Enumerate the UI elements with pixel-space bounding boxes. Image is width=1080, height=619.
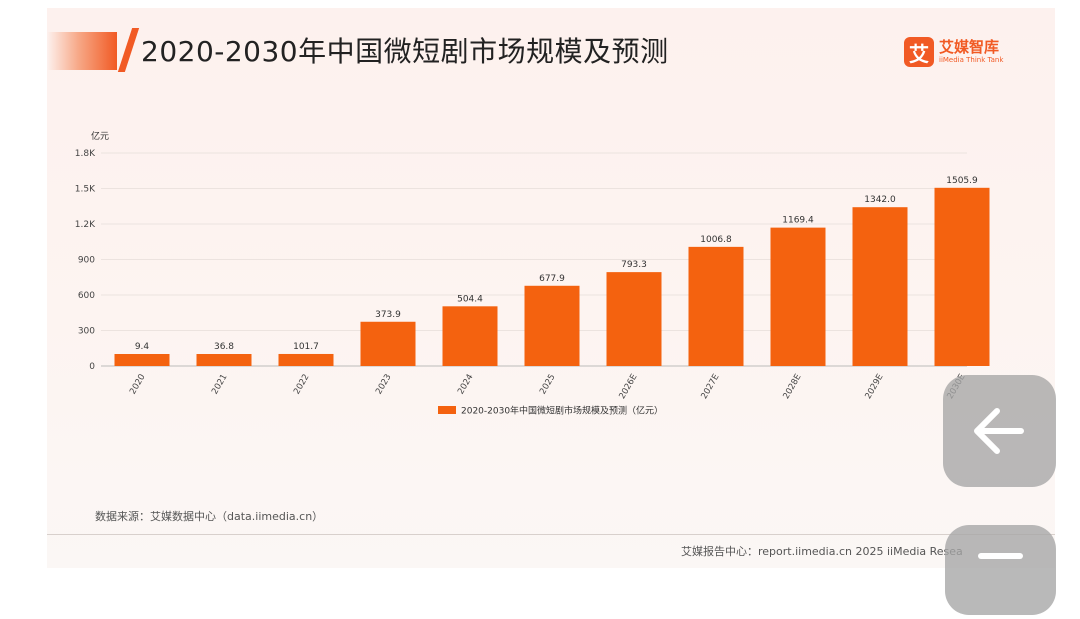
minus-icon <box>978 553 1023 559</box>
bar <box>442 306 498 366</box>
bar <box>278 353 334 366</box>
floating-action-button[interactable] <box>945 525 1056 615</box>
bar-value-label: 1169.4 <box>782 216 814 226</box>
bar <box>852 207 908 366</box>
bar-value-label: 373.9 <box>375 310 401 320</box>
report-center-credit: 艾媒报告中心：report.iimedia.cn 2025 iiMedia Re… <box>681 545 963 558</box>
title-accent-bar <box>47 32 117 70</box>
logo-mark: 艾 <box>904 37 934 67</box>
y-tick-label: 1.5K <box>75 185 96 195</box>
report-slide: 2020-2030年中国微短剧市场规模及预测 艾 艾媒智库 iiMedia Th… <box>47 8 1055 568</box>
legend-label: 2020-2030年中国微短剧市场规模及预测（亿元） <box>461 405 663 417</box>
logo-name-cn: 艾媒智库 <box>939 38 1000 56</box>
page-title: 2020-2030年中国微短剧市场规模及预测 <box>141 35 669 68</box>
bar <box>524 285 580 366</box>
chart-legend: 2020-2030年中国微短剧市场规模及预测（亿元） <box>438 405 663 417</box>
bar <box>360 321 416 366</box>
arrow-left-icon <box>974 408 1024 454</box>
bar <box>934 187 990 366</box>
y-tick-label: 1.2K <box>75 220 96 230</box>
bar-value-label: 1505.9 <box>946 176 978 186</box>
x-tick-label: 2028E <box>781 373 803 401</box>
bars: 9.4 36.8 101.7 373.9 504.4 677.9 793.3 1006.8 11… <box>114 176 990 366</box>
bar-value-label: 677.9 <box>539 274 565 284</box>
bar-value-label: 101.7 <box>293 342 319 352</box>
x-tick-label: 2025 <box>538 373 557 397</box>
bar-value-label: 1342.0 <box>864 195 896 205</box>
x-tick-label: 2024 <box>456 373 475 397</box>
back-button[interactable] <box>943 375 1056 487</box>
x-tick-label: 2021 <box>210 373 229 397</box>
y-tick-label: 1.8K <box>75 149 96 159</box>
y-tick-label: 300 <box>78 327 95 337</box>
y-tick-label: 600 <box>78 291 95 301</box>
bar <box>688 246 744 366</box>
data-source-note: 数据来源：艾媒数据中心（data.iimedia.cn） <box>95 510 324 523</box>
y-tick-label: 0 <box>89 362 95 372</box>
x-tick-label: 2022 <box>292 373 311 397</box>
iimedia-logo: 艾 艾媒智库 iiMedia Think Tank <box>904 36 1003 68</box>
y-axis-ticks: 0 300 600 900 1.2K 1.5K 1.8K <box>75 149 96 372</box>
y-tick-label: 900 <box>78 256 95 266</box>
y-axis-unit-label: 亿元 <box>91 130 109 142</box>
bar-value-label: 9.4 <box>135 342 150 352</box>
bar <box>196 354 252 366</box>
bar <box>114 354 170 366</box>
bar-value-label: 1006.8 <box>700 235 732 245</box>
x-tick-label: 2029E <box>863 373 885 401</box>
x-tick-label: 2020 <box>128 373 147 397</box>
bar <box>770 227 826 366</box>
bar-chart: 亿元 0 300 600 900 1.2K 1.5K 1.8K 9.4 36.8 101.7 37… <box>75 130 990 417</box>
bar-value-label: 504.4 <box>457 294 483 304</box>
x-tick-label: 2023 <box>374 373 393 397</box>
bar <box>606 272 662 366</box>
x-tick-label: 2026E <box>617 373 639 401</box>
footer-divider <box>47 534 1055 535</box>
bar-value-label: 36.8 <box>214 342 234 352</box>
legend-swatch <box>438 406 456 414</box>
x-tick-label: 2027E <box>699 373 721 401</box>
bar-value-label: 793.3 <box>621 260 647 270</box>
logo-text: 艾媒智库 iiMedia Think Tank <box>939 39 1003 65</box>
logo-name-en: iiMedia Think Tank <box>939 56 1004 64</box>
x-axis-ticks: 2020 2021 2022 2023 2024 2025 2026E 2027E 2028E 2… <box>128 373 967 401</box>
